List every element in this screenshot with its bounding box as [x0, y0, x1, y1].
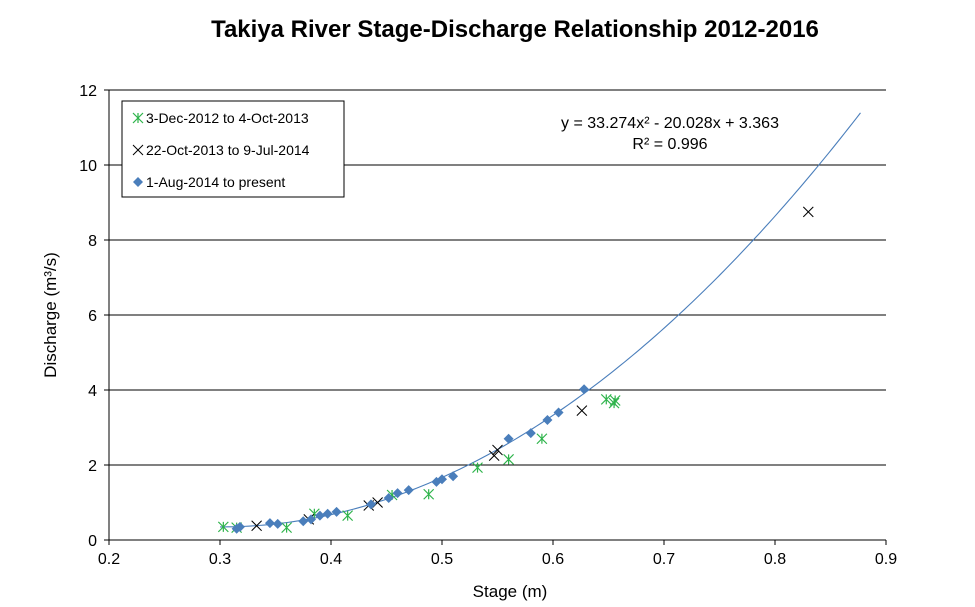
y-tick-label: 8 — [88, 233, 97, 250]
y-tick-label: 12 — [79, 83, 97, 100]
data-point — [342, 510, 354, 522]
legend: 3-Dec-2012 to 4-Oct-2013 22-Oct-2013 to 9… — [121, 100, 345, 198]
x-tick-label: 0.9 — [875, 551, 897, 568]
data-point — [579, 384, 590, 395]
legend-label: 3-Dec-2012 to 4-Oct-2013 — [146, 110, 309, 126]
data-point — [217, 521, 229, 533]
data-point — [525, 428, 536, 439]
legend-marker — [133, 177, 143, 187]
data-point — [488, 450, 500, 461]
x-tick-label: 0.6 — [542, 551, 564, 568]
chart-title: Takiya River Stage-Discharge Relationshi… — [211, 16, 819, 43]
r-squared-text: R² = 0.996 — [632, 136, 707, 153]
data-point — [600, 393, 612, 405]
data-point — [492, 444, 503, 456]
data-point — [423, 488, 435, 500]
data-point — [472, 462, 483, 474]
data-point — [576, 405, 588, 416]
legend-label: 22-Oct-2013 to 9-Jul-2014 — [146, 142, 310, 158]
y-tick-label: 6 — [88, 308, 97, 325]
x-tick-label: 0.5 — [431, 551, 453, 568]
legend-marker — [132, 144, 144, 156]
x-tick-label: 0.7 — [653, 551, 675, 568]
data-point — [536, 433, 548, 445]
y-tick-label: 4 — [88, 383, 97, 400]
y-tick-label: 2 — [88, 458, 97, 475]
data-point — [503, 433, 514, 444]
data-point — [403, 485, 414, 496]
y-axis-title: Discharge (m³/s) — [41, 252, 60, 378]
x-tick-label: 0.8 — [764, 551, 786, 568]
equation-text: y = 33.274x² - 20.028x + 3.363 — [561, 115, 779, 132]
x-axis-title: Stage (m) — [473, 582, 548, 601]
legend-marker — [132, 112, 144, 124]
x-tick-label: 0.3 — [209, 551, 231, 568]
data-point — [383, 493, 394, 503]
data-point — [553, 407, 564, 418]
data-point — [503, 453, 515, 465]
data-point — [542, 415, 553, 425]
data-point — [272, 518, 283, 529]
legend-label: 1-Aug-2014 to present — [146, 174, 285, 190]
y-tick-label: 0 — [88, 533, 97, 550]
x-tick-label: 0.4 — [320, 551, 342, 568]
data-point — [437, 474, 447, 485]
data-point — [251, 520, 262, 532]
axes: 0 2 4 6 8 10 12 0.2 0.3 0.4 0.5 0.6 0.7 0.8 0.9 — [79, 83, 897, 568]
legend-box — [121, 100, 345, 198]
trendline-equation: y = 33.274x² - 20.028x + 3.363 R² = 0.99… — [561, 115, 779, 153]
data-point — [322, 508, 333, 519]
data-point — [298, 516, 309, 527]
data-point — [392, 488, 403, 499]
data-point — [314, 510, 325, 521]
x-tick-label: 0.2 — [98, 551, 120, 568]
data-point — [331, 506, 342, 517]
data-point — [448, 471, 459, 482]
y-tick-label: 10 — [79, 158, 97, 175]
data-point — [802, 206, 814, 218]
data-point — [609, 395, 621, 406]
data-point — [281, 522, 293, 534]
data-points — [217, 206, 814, 534]
data-point — [234, 521, 245, 532]
data-point — [264, 518, 275, 529]
data-point — [306, 514, 317, 525]
data-point — [365, 499, 376, 510]
